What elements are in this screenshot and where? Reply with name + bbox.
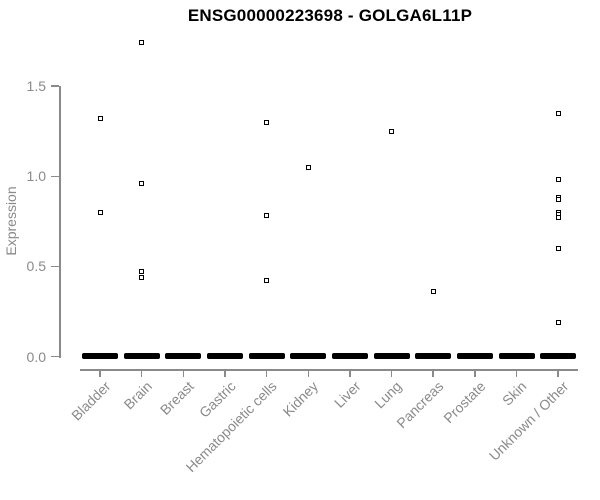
y-axis-tick-label: 1.0 <box>26 168 46 185</box>
x-axis-tick <box>307 369 309 377</box>
x-axis-tick <box>515 369 518 377</box>
zero-expression-cluster <box>456 352 493 359</box>
x-axis-tick <box>182 369 185 377</box>
zero-expression-cluster <box>248 352 285 359</box>
data-point-marker <box>555 110 561 116</box>
data-point-marker <box>555 245 561 251</box>
data-point-marker <box>264 213 270 219</box>
x-axis-tick-label: Lung <box>371 378 405 412</box>
data-point-marker <box>139 269 145 275</box>
data-point-marker <box>430 289 436 295</box>
x-axis-tick <box>390 369 393 377</box>
zero-expression-cluster <box>290 352 327 359</box>
x-axis-tick-label: Brain <box>120 378 155 413</box>
data-point-marker <box>97 209 103 215</box>
y-axis-tick <box>51 175 59 178</box>
chart-title: ENSG00000223698 - GOLGA6L11P <box>187 6 473 25</box>
y-axis-tick-label: 0.5 <box>26 258 46 275</box>
data-point-marker <box>555 197 561 203</box>
y-axis-tick-label: 0.0 <box>26 348 46 365</box>
data-point-marker <box>555 177 561 183</box>
x-axis-tick-label: Liver <box>330 378 364 411</box>
x-axis-tick <box>224 369 226 377</box>
y-axis-tick-label: 1.5 <box>26 78 46 95</box>
y-axis-tick <box>51 85 59 87</box>
y-axis-tick <box>51 355 59 358</box>
x-axis-tick-label: Bladder <box>67 378 114 424</box>
data-point-marker <box>139 180 145 186</box>
zero-expression-cluster <box>165 352 202 359</box>
y-axis-line <box>59 86 61 358</box>
zero-expression-cluster <box>206 352 243 359</box>
x-axis-tick <box>140 369 143 377</box>
x-axis-tick <box>349 369 351 377</box>
zero-expression-cluster <box>331 352 368 359</box>
zero-expression-cluster <box>123 352 160 359</box>
x-axis-tick <box>265 369 268 377</box>
x-axis-tick-label: Skin <box>499 378 530 409</box>
zero-expression-cluster <box>82 352 118 359</box>
data-point-marker <box>139 40 145 46</box>
x-axis-tick <box>557 369 559 377</box>
x-axis-tick <box>99 369 101 377</box>
x-axis-tick-label: Prostate <box>439 378 489 427</box>
data-point-marker <box>97 116 103 122</box>
zero-expression-cluster <box>540 352 577 359</box>
zero-expression-cluster <box>415 352 452 359</box>
x-axis-tick-label: Unknown / Other <box>485 378 572 464</box>
data-point-marker <box>555 215 561 221</box>
x-axis-tick-label: Breast <box>156 378 197 418</box>
data-point-marker <box>264 278 270 284</box>
zero-expression-cluster <box>373 352 410 359</box>
x-axis-tick-label: Kidney <box>279 378 322 420</box>
zero-expression-cluster <box>498 352 535 359</box>
y-axis-tick <box>51 265 59 268</box>
y-axis-label: Expression <box>3 186 19 256</box>
data-point-marker <box>555 319 561 325</box>
x-axis-tick <box>474 369 476 377</box>
x-axis-line <box>80 369 578 371</box>
data-point-marker <box>139 274 145 280</box>
data-point-marker <box>305 164 311 170</box>
data-point-marker <box>389 128 395 134</box>
x-axis-tick <box>432 369 434 377</box>
data-point-marker <box>264 119 270 125</box>
